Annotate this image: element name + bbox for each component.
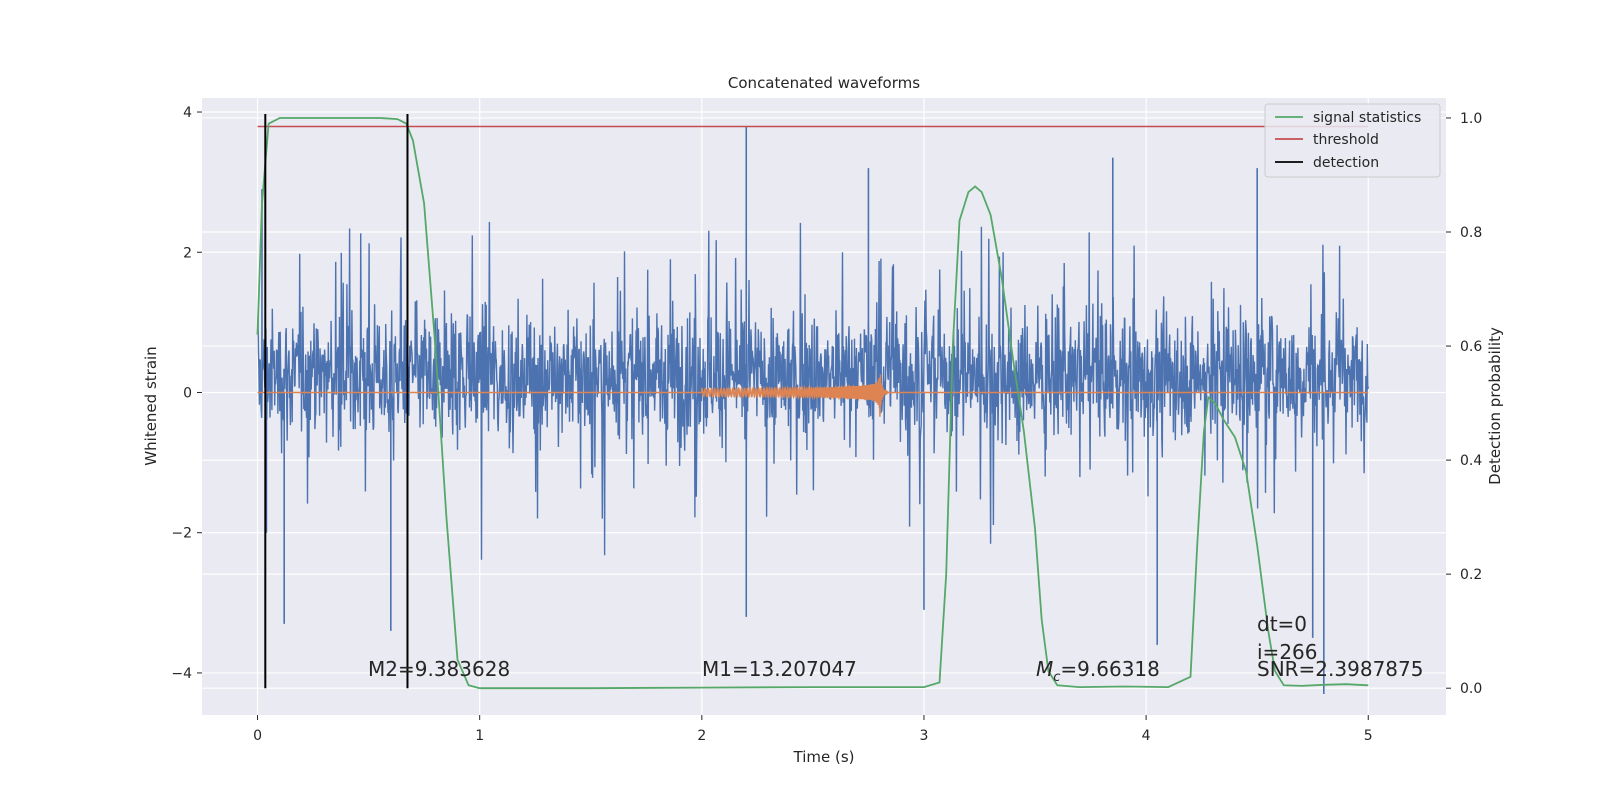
y2-tick-label: 0.6 [1460,339,1482,355]
y-axis-left: −4 −2 0 2 4 [171,105,202,682]
detection-probability-layer [256,113,1369,690]
legend: signal statistics threshold detection [1264,103,1441,178]
annotations: M2=9.383628 M1=13.207047 Mc=9.66318 dt=0… [368,612,1423,685]
annotation-dt: dt=0 [1257,612,1307,636]
signal-statistics-line [256,117,1369,690]
x-tick-label: 1 [475,728,484,744]
y-tick-label: −4 [171,666,192,682]
y-tick-label: 2 [183,245,192,261]
annotation-i: i=266 [1257,640,1318,664]
y2-tick-label: 1.0 [1460,111,1482,127]
x-tick-label: 0 [253,728,262,744]
y2-tick-label: 0.0 [1460,681,1482,697]
legend-box [1264,103,1441,178]
y2-tick-label: 0.8 [1460,225,1482,241]
y-tick-label: −2 [171,526,192,542]
y-axis-label: Whitened strain [142,346,160,465]
x-tick-label: 2 [697,728,706,744]
x-axis: 0 1 2 3 4 5 [253,715,1373,744]
x-axis-label: Time (s) [793,748,855,766]
legend-label-threshold: threshold [1313,132,1379,148]
y-tick-label: 0 [183,385,192,401]
y2-tick-label: 0.4 [1460,453,1482,469]
annotation-mc: Mc=9.66318 [1036,657,1160,685]
annotation-mc-symbol: M [1036,657,1053,681]
x-tick-label: 4 [1142,728,1151,744]
annotation-mc-subscript: c [1053,670,1060,685]
legend-label-signal-statistics: signal statistics [1313,110,1421,126]
annotation-m2: M2=9.383628 [368,657,510,681]
legend-label-detection: detection [1313,155,1379,171]
y-axis-right: 0.0 0.2 0.4 0.6 0.8 1.0 [1446,111,1482,697]
y-tick-label: 4 [183,105,192,121]
y2-axis-label: Detection probability [1486,327,1504,485]
x-tick-label: 3 [920,728,929,744]
detection-lines [264,113,409,689]
annotation-snr: SNR=2.3987875 [1257,657,1423,681]
x-tick-label: 5 [1364,728,1373,744]
annotation-m1: M1=13.207047 [702,657,857,681]
chart-title: Concatenated waveforms [728,74,920,92]
annotation-mc-value: =9.66318 [1060,657,1159,681]
template-waveform-series [257,374,1369,417]
y2-tick-label: 0.2 [1460,567,1482,583]
